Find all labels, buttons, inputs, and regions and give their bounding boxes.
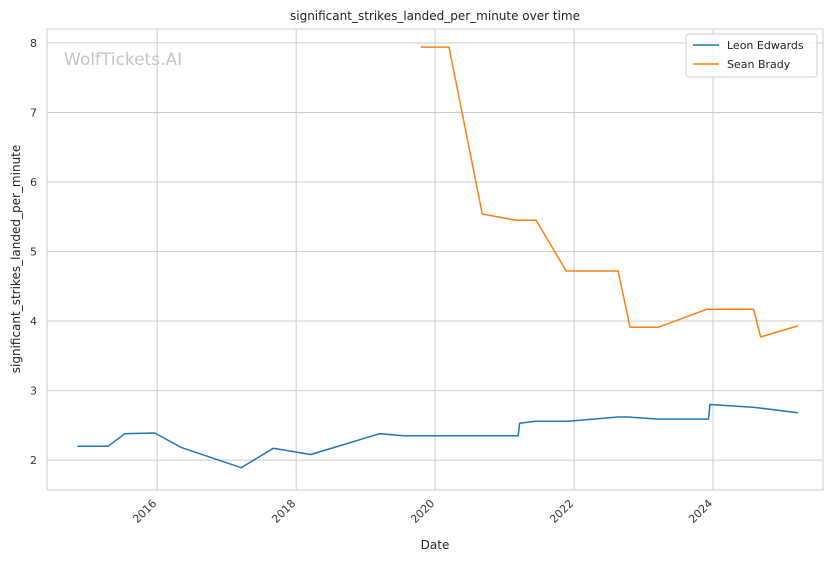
data-point-sean-brady [760,336,762,338]
data-point-leon-edwards [797,412,799,414]
y-tick-label: 8 [30,37,37,50]
y-tick-label: 4 [30,315,37,328]
plot-area-frame [46,28,824,491]
data-point-sean-brady [797,325,799,327]
data-point-leon-edwards [403,435,405,437]
data-point-leon-edwards [77,445,79,447]
x-axis-title: Date [421,538,450,552]
series-layer [77,46,799,469]
x-tick-label: 2020 [408,497,437,526]
data-point-leon-edwards [708,418,710,420]
data-point-leon-edwards [567,420,569,422]
data-point-leon-edwards [535,420,537,422]
data-point-sean-brady [535,219,537,221]
data-point-sean-brady [420,46,422,48]
data-point-leon-edwards [627,416,629,418]
data-point-sean-brady [753,308,755,310]
data-point-leon-edwards [328,448,330,450]
y-tick-label: 3 [30,385,37,398]
data-point-sean-brady [515,219,517,221]
y-axis-ticks: 2 3 4 5 6 7 8 [30,37,37,467]
data-point-sean-brady [448,46,450,48]
y-tick-label: 5 [30,246,37,259]
data-point-sean-brady [565,270,567,272]
data-point-leon-edwards [617,416,619,418]
x-tick-label: 2024 [686,497,715,526]
data-point-leon-edwards [310,454,312,456]
data-point-sean-brady [706,308,708,310]
data-point-leon-edwards [240,467,242,469]
data-point-leon-edwards [759,407,761,409]
data-point-sean-brady [629,326,631,328]
data-point-sean-brady [657,326,659,328]
y-axis-title: significant_strikes_landed_per_minute [9,145,23,374]
x-tick-label: 2022 [547,497,576,526]
x-tick-label: 2018 [269,497,298,526]
data-point-leon-edwards [752,406,754,408]
data-point-leon-edwards [517,435,519,437]
watermark: WolfTickets.AI [64,50,182,70]
data-point-leon-edwards [709,404,711,406]
data-point-leon-edwards [124,433,126,435]
data-point-leon-edwards [154,432,156,434]
chart-title: significant_strikes_landed_per_minute ov… [290,9,580,23]
data-point-leon-edwards [379,433,381,435]
data-point-sean-brady [617,270,619,272]
x-tick-label: 2016 [130,497,159,526]
series-line-leon-edwards [77,403,798,469]
y-tick-label: 2 [30,454,37,467]
x-axis-ticks: 2016 2018 2020 2022 2024 [130,497,715,526]
data-point-leon-edwards [519,422,521,424]
data-point-leon-edwards [657,418,659,420]
legend: Leon Edwards Sean Brady [685,33,818,78]
data-point-leon-edwards [181,447,183,449]
grid-lines [47,29,823,490]
legend-label-sean-brady: Sean Brady [727,58,791,71]
series-line-sean-brady [420,46,799,338]
data-point-sean-brady [481,213,483,215]
y-tick-label: 7 [30,106,37,119]
y-tick-label: 6 [30,176,37,189]
data-point-leon-edwards [107,445,109,447]
legend-label-leon-edwards: Leon Edwards [727,39,804,52]
data-point-leon-edwards [272,447,274,449]
